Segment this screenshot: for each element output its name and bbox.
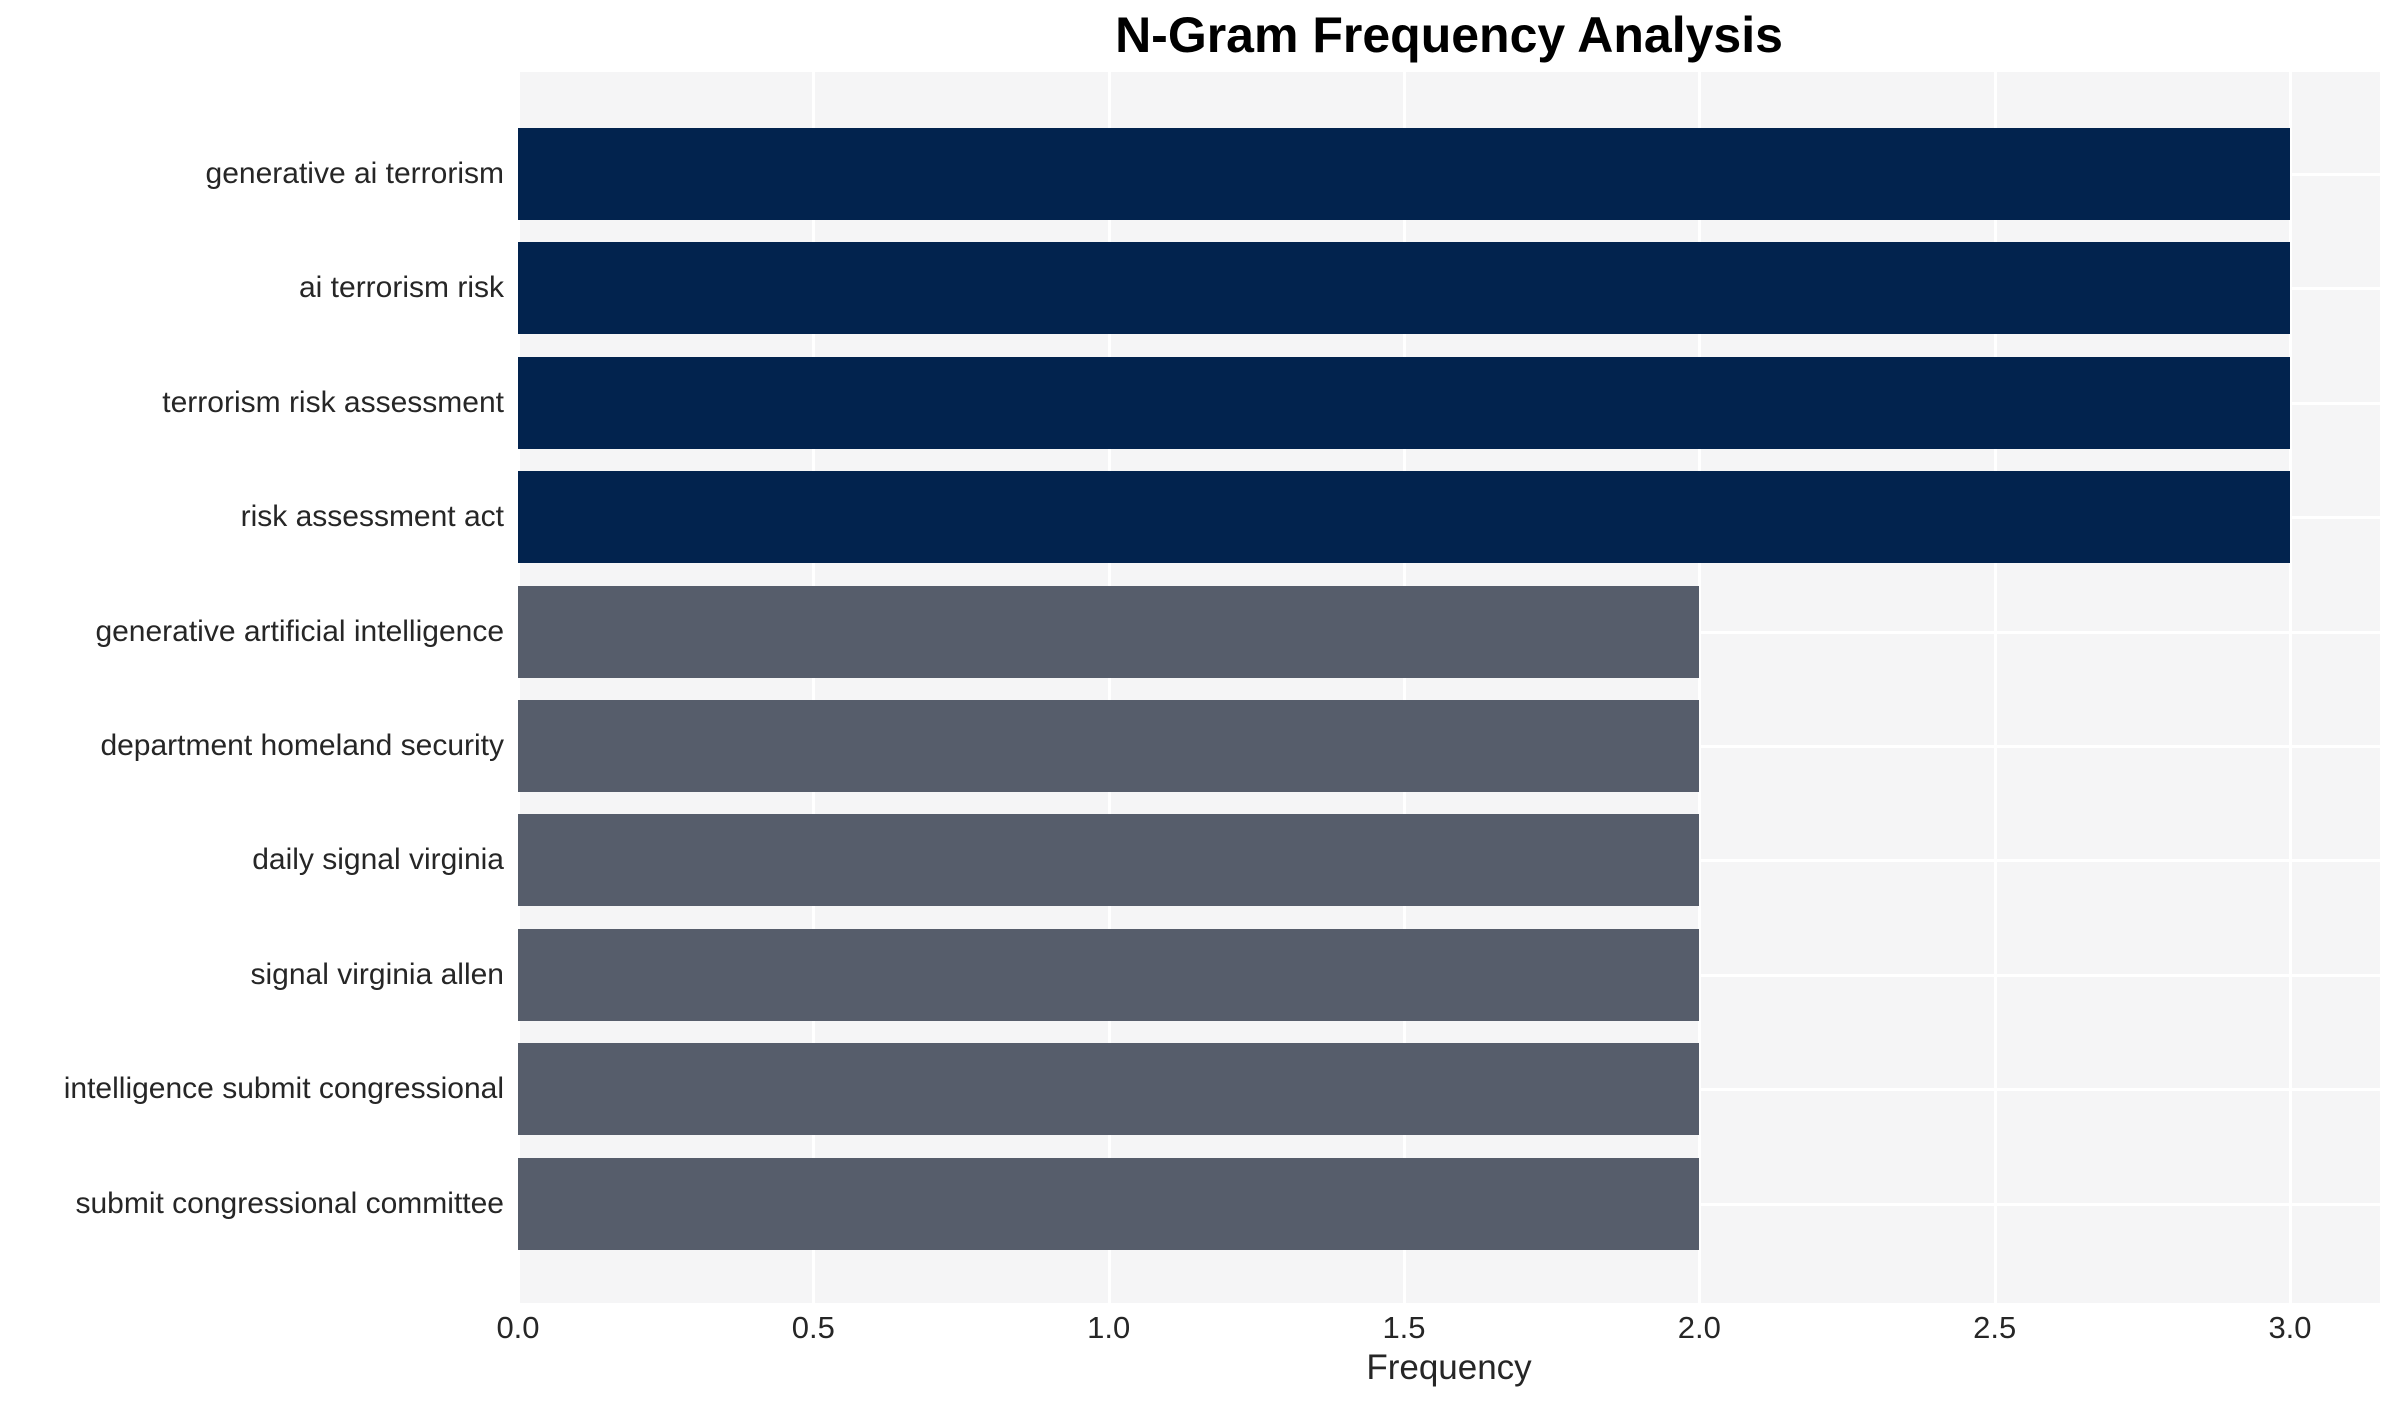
category-label: terrorism risk assessment <box>162 385 504 419</box>
category-label: ai terrorism risk <box>298 271 504 305</box>
bar <box>518 471 2290 564</box>
plot-area <box>517 72 2380 1303</box>
x-tick-label: 1.0 <box>1087 1310 1131 1345</box>
chart-title: N-Gram Frequency Analysis <box>1115 7 1783 63</box>
x-gridline <box>1698 72 1702 1303</box>
x-gridline <box>517 72 520 1303</box>
category-label: intelligence submit congressional <box>63 1072 504 1106</box>
x-gridline <box>1107 72 1111 1303</box>
category-label: generative artificial intelligence <box>95 614 504 648</box>
bar <box>518 928 1700 1021</box>
bar <box>518 128 2290 220</box>
bar <box>518 700 1700 792</box>
category-label: department homeland security <box>100 729 504 762</box>
category-label: generative ai terrorism <box>205 157 504 190</box>
category-label: signal virginia allen <box>250 957 504 991</box>
bar <box>518 1157 1700 1250</box>
x-tick-label: 2.0 <box>1677 1310 1721 1345</box>
x-axis-label: Frequency <box>1366 1348 1532 1387</box>
x-gridline <box>812 72 816 1303</box>
x-tick-label: 1.5 <box>1382 1310 1426 1345</box>
bar <box>518 585 1700 678</box>
x-gridline <box>2289 72 2292 1303</box>
x-tick-label: 2.5 <box>1973 1310 2017 1345</box>
bar <box>518 1043 1700 1136</box>
x-gridline <box>1993 72 1997 1303</box>
bar <box>518 242 2290 335</box>
category-label: risk assessment act <box>240 500 504 534</box>
x-tick-label: 0.5 <box>791 1310 835 1345</box>
x-gridline <box>1403 72 1406 1303</box>
bar <box>518 814 1700 907</box>
bar <box>518 356 2290 449</box>
x-tick-label: 3.0 <box>2268 1310 2312 1345</box>
category-label: submit congressional committee <box>75 1186 504 1220</box>
x-tick-label: 0.0 <box>496 1310 540 1345</box>
category-label: daily signal virginia <box>252 843 504 877</box>
